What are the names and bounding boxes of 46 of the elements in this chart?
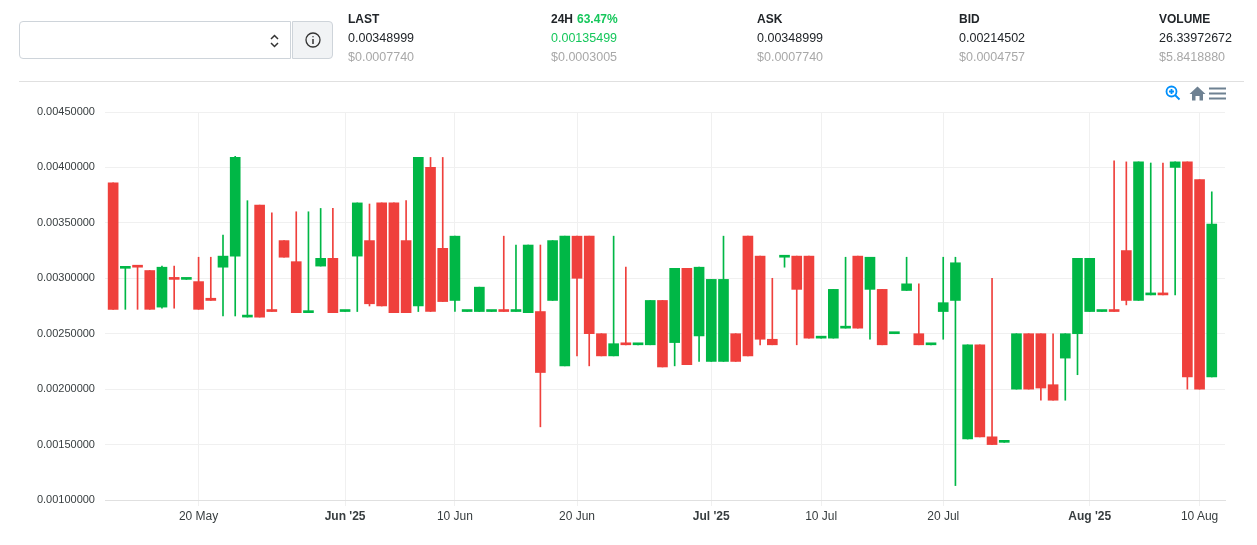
category-label: 24H xyxy=(551,12,574,26)
candlestick xyxy=(1047,333,1059,401)
text: 0.00135499 xyxy=(551,31,618,45)
y-tick-label: 0.00350000 xyxy=(36,215,95,228)
candlestick xyxy=(986,277,998,445)
y-tick-label: 0.00150000 xyxy=(36,437,95,450)
text: 0.00348999 xyxy=(348,31,415,45)
candlestick xyxy=(1169,161,1181,296)
text: $0.0007740 xyxy=(757,50,824,64)
candlestick xyxy=(217,234,229,317)
candlestick xyxy=(766,277,778,346)
text: 0.00348999 xyxy=(757,31,824,45)
text: $5.8418880 xyxy=(1159,50,1227,64)
candlestick xyxy=(498,235,510,312)
text: $0.0003005 xyxy=(551,50,618,64)
text: 0.00214502 xyxy=(959,31,1026,45)
candlestick xyxy=(620,266,632,346)
candlestick xyxy=(168,265,180,309)
text: $0.0007740 xyxy=(348,50,415,64)
x-tick-label: 10 Aug xyxy=(1180,508,1219,523)
y-tick-label: 0.00250000 xyxy=(36,326,95,339)
text: $0.0004757 xyxy=(959,50,1026,64)
y-tick-label: 0.00400000 xyxy=(36,160,95,173)
candlestick xyxy=(913,283,925,346)
x-tick-label: 10 Jun xyxy=(436,508,473,523)
category-label: ASK xyxy=(757,12,783,26)
y-tick-label: 0.00300000 xyxy=(36,271,95,284)
candlestick xyxy=(937,256,949,340)
text: 63.47% xyxy=(577,12,618,26)
candlestick xyxy=(1108,160,1120,312)
x-tick-label: Jun '25 xyxy=(324,508,366,523)
x-tick-label: 10 Jul xyxy=(805,508,838,523)
x-tick-label: Aug '25 xyxy=(1068,508,1112,523)
x-tick-label: Jul '25 xyxy=(692,508,731,523)
x-tick-label: 20 May xyxy=(178,508,219,523)
category-label: BID xyxy=(959,12,980,26)
category-label: VOLUME xyxy=(1159,12,1211,26)
x-tick-label: 20 Jul xyxy=(927,508,960,523)
y-tick-label: 0.00100000 xyxy=(36,493,95,506)
x-tick-label: 20 Jun xyxy=(558,508,596,523)
candlestick xyxy=(266,212,278,312)
text: 26.33972672 xyxy=(1159,31,1232,45)
candlestick xyxy=(510,244,522,312)
y-tick-label: 0.00200000 xyxy=(36,382,95,395)
y-tick-label: 0.00450000 xyxy=(36,105,95,118)
category-label: LAST xyxy=(348,12,380,26)
